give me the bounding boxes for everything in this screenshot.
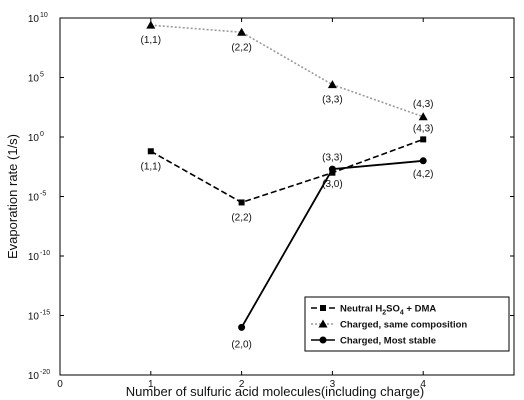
- series-square: [147, 136, 427, 206]
- legend-subscript: 2: [382, 310, 386, 317]
- data-point: [237, 27, 247, 36]
- series-line: [150, 138, 424, 204]
- y-tick-exponent: 10: [40, 12, 48, 19]
- data-point: [146, 20, 156, 29]
- legend-marker: [319, 336, 327, 344]
- legend-box: [304, 296, 510, 352]
- y-tick-base: 10: [28, 371, 40, 382]
- y-tick-base: 10: [28, 193, 40, 204]
- point-label: (2,2): [231, 42, 252, 53]
- point-label: (4,3): [413, 123, 434, 134]
- data-point: [238, 199, 245, 206]
- y-tick-exponent: -5: [40, 191, 46, 198]
- legend-text-part: Charged, Most stable: [340, 336, 436, 347]
- y-tick-label: 10: [28, 252, 40, 263]
- legend-text-part: + DMA: [404, 304, 437, 315]
- point-label: (2,0): [231, 339, 252, 350]
- legend-entry: Charged, Most stable: [340, 336, 436, 347]
- y-tick-label: 10: [28, 371, 40, 382]
- legend: Neutral H2SO4 + DMA Charged, same composi…: [304, 296, 510, 352]
- y-tick-label: 10: [28, 312, 40, 323]
- point-label: (1,1): [141, 35, 162, 46]
- point-label: (3,3): [322, 153, 343, 164]
- x-tick-label: 0: [57, 379, 63, 390]
- legend-subscript: 4: [400, 310, 404, 317]
- legend-text-part: Charged, same composition: [340, 320, 467, 331]
- x-tick-label: 3: [330, 379, 336, 390]
- data-point: [420, 136, 427, 143]
- y-tick-exponent: -15: [40, 310, 50, 317]
- data-point: [327, 80, 337, 89]
- point-label: (3,0): [322, 179, 343, 190]
- point-label: (2,2): [231, 212, 252, 223]
- y-tick-label: 10: [28, 14, 40, 25]
- y-tick-exponent: 0: [40, 131, 44, 138]
- x-axis-title: Number of sulfuric acid molecules(includ…: [126, 384, 424, 399]
- legend-text-part: SO: [386, 304, 400, 315]
- series-line: [150, 24, 424, 118]
- y-tick-base: 10: [28, 74, 40, 85]
- y-tick-base: 10: [28, 252, 40, 263]
- data-point: [419, 157, 427, 165]
- data-point: [328, 165, 336, 173]
- data-point: [238, 323, 246, 331]
- x-tick-label: 2: [239, 379, 245, 390]
- y-tick-label: 10: [28, 133, 40, 144]
- legend-entry: Neutral H2SO4 + DMA: [340, 304, 436, 317]
- legend-entry: Charged, same composition: [340, 320, 467, 331]
- y-tick-exponent: 5: [40, 72, 44, 79]
- point-label: (1,1): [141, 161, 162, 172]
- x-tick-label: 4: [420, 379, 426, 390]
- y-tick-base: 10: [28, 14, 40, 25]
- y-tick-label: 10: [28, 74, 40, 85]
- y-tick-exponent: -20: [40, 369, 50, 376]
- series-triangle: [146, 20, 428, 121]
- y-tick-base: 10: [28, 133, 40, 144]
- legend-text-part: Neutral H: [340, 304, 382, 315]
- point-label: (4,2): [413, 169, 434, 180]
- y-tick-label: 10: [28, 193, 40, 204]
- y-tick-exponent: -10: [40, 250, 50, 257]
- point-label-layer: (1,1) (2,2) (3,3) (4,3) (1,1) (2,2) (3,3) (4,3)…: [141, 35, 434, 350]
- y-tick-base: 10: [28, 312, 40, 323]
- point-label: (4,3): [413, 99, 434, 110]
- y-axis-title: Evaporation rate (1/s): [5, 134, 20, 259]
- legend-marker: [320, 305, 326, 311]
- data-point: [418, 112, 428, 121]
- data-point: [147, 148, 154, 155]
- x-tick-label: 1: [148, 379, 154, 390]
- point-label: (3,3): [322, 95, 343, 106]
- data-point: [329, 169, 336, 176]
- series-layer: [146, 20, 428, 331]
- series-circle: [238, 157, 427, 331]
- legend-marker: [318, 319, 328, 328]
